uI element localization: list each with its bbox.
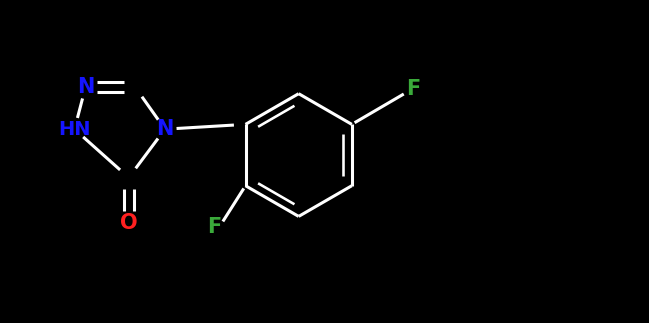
Text: F: F xyxy=(406,79,420,99)
Text: F: F xyxy=(208,217,222,237)
Text: N: N xyxy=(156,119,174,139)
Text: O: O xyxy=(120,213,138,233)
Text: N: N xyxy=(77,77,94,97)
Text: HN: HN xyxy=(58,120,91,139)
